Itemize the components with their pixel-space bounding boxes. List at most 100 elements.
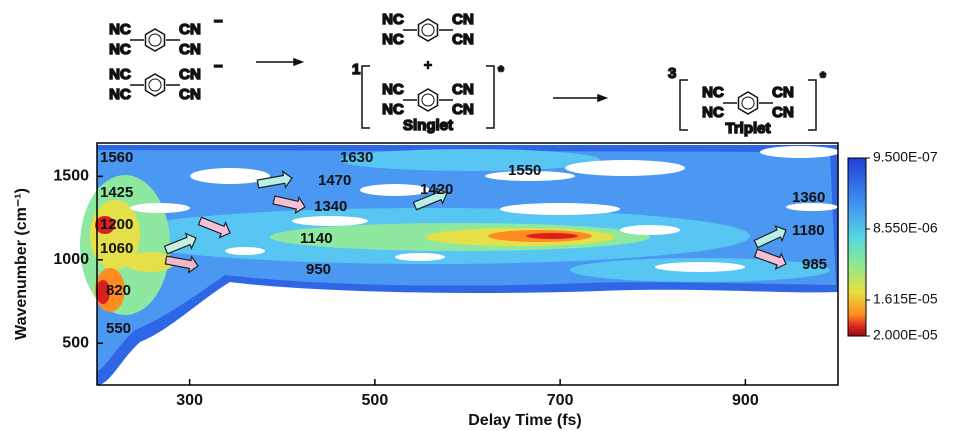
chem-label: CN — [179, 86, 201, 103]
chem-label: CN — [772, 104, 794, 121]
x-axis-label: Delay Time (fs) — [468, 412, 582, 429]
multiplicity: 1 — [352, 61, 360, 78]
reaction-scheme: NC NC CN CN NC NC CN CN NC NC CN CN NC NC CN CN NC NC CN CN… — [108, 10, 826, 138]
plot-area: 1560 1425 1200 1060 820 550 1630 1470 1340 1140 95… — [80, 145, 840, 385]
contour-region — [125, 252, 175, 272]
contour-region — [786, 203, 838, 211]
peak-label: 1140 — [300, 230, 333, 247]
colorbar-tick-label: 1.615E-05 — [873, 291, 938, 307]
ring-circle — [741, 96, 755, 110]
state-label: Triplet — [725, 120, 770, 137]
contour-region — [292, 216, 368, 226]
chem-label: NC — [109, 41, 131, 58]
bracket — [679, 79, 817, 131]
peak-label: 1550 — [508, 162, 541, 179]
charge: − — [214, 13, 223, 30]
arrow — [164, 255, 199, 274]
benzene-ring — [144, 28, 166, 52]
peak-label: 1560 — [100, 149, 133, 166]
contour-region — [130, 203, 190, 213]
contour-region — [360, 184, 430, 196]
plot-frame — [96, 142, 839, 386]
ring-circle — [148, 33, 162, 47]
chem-label: NC — [109, 86, 131, 103]
peak-label: 985 — [802, 256, 827, 273]
chem-label: CN — [179, 21, 201, 38]
colorbar-tick-label: 8.550E-06 — [873, 220, 938, 236]
colorbar — [847, 157, 867, 337]
benzene-ring — [144, 73, 166, 97]
y-tick-label: 500 — [62, 334, 89, 351]
state-label: Singlet — [403, 117, 453, 134]
chem-label: NC — [109, 21, 131, 38]
peak-label: 1420 — [420, 181, 453, 198]
x-tick-label: 300 — [176, 392, 203, 409]
arrow — [753, 248, 787, 270]
contour-region — [95, 216, 115, 234]
x-tick-label: 500 — [362, 392, 389, 409]
arrow — [753, 225, 787, 249]
chem-label: NC — [702, 104, 724, 121]
peak-label: 1200 — [100, 216, 133, 233]
bracket — [361, 65, 495, 129]
peak-label: 1360 — [792, 189, 825, 206]
y-tick-label: 1000 — [53, 251, 89, 268]
contour-region — [760, 146, 840, 158]
contour-region — [526, 233, 578, 239]
y-axis-label: Wavenumber (cm⁻¹) — [13, 188, 30, 340]
chem-label: NC — [382, 11, 404, 28]
ring-circle — [421, 23, 435, 37]
x-tick-label: 900 — [732, 392, 759, 409]
contour-region — [500, 203, 620, 215]
plus-sign: + — [424, 57, 432, 73]
ring-circle — [421, 93, 435, 107]
chem-label: CN — [772, 84, 794, 101]
arrow — [256, 170, 293, 189]
chem-label: CN — [452, 31, 474, 48]
excited-mark: * — [820, 69, 826, 86]
ring-circle — [148, 78, 162, 92]
contour-region — [655, 262, 745, 272]
y-tick-label: 1500 — [53, 168, 89, 185]
contour-region — [96, 280, 110, 304]
x-tick-label: 700 — [547, 392, 574, 409]
benzene-ring — [737, 91, 759, 115]
contour-region — [225, 247, 265, 255]
contour-region — [565, 160, 685, 176]
peak-label: 1630 — [340, 149, 373, 166]
chem-label: CN — [452, 81, 474, 98]
arrowhead — [597, 93, 609, 103]
colorbar-tick-label: 9.500E-07 — [873, 149, 938, 165]
chem-label: NC — [702, 84, 724, 101]
contour-region — [340, 149, 600, 171]
contour-region — [485, 171, 575, 181]
multiplicity: 3 — [668, 65, 676, 82]
chem-label: CN — [452, 11, 474, 28]
contour-region — [395, 253, 445, 261]
peak-label: 550 — [106, 320, 131, 337]
peak-label: 1180 — [792, 222, 825, 239]
chem-label: CN — [179, 41, 201, 58]
arrow — [412, 187, 448, 211]
excited-mark: * — [498, 63, 504, 80]
arrow — [163, 232, 197, 255]
chem-label: NC — [382, 101, 404, 118]
chem-label: NC — [382, 81, 404, 98]
peak-label: 1340 — [314, 198, 347, 215]
peak-label: 950 — [306, 261, 331, 278]
colorbar-tick-label: 2.000E-05 — [873, 327, 938, 343]
chem-label: CN — [179, 66, 201, 83]
contour-region — [620, 225, 680, 235]
chem-label: NC — [109, 66, 131, 83]
arrow — [272, 195, 306, 215]
contour-region — [190, 168, 270, 184]
chem-label: NC — [382, 31, 404, 48]
benzene-ring — [417, 88, 439, 112]
arrow — [197, 216, 231, 239]
chem-label: CN — [452, 101, 474, 118]
charge: − — [214, 58, 223, 75]
arrowhead — [293, 57, 305, 67]
peak-label: 1425 — [100, 184, 133, 201]
peak-label: 820 — [106, 282, 131, 299]
